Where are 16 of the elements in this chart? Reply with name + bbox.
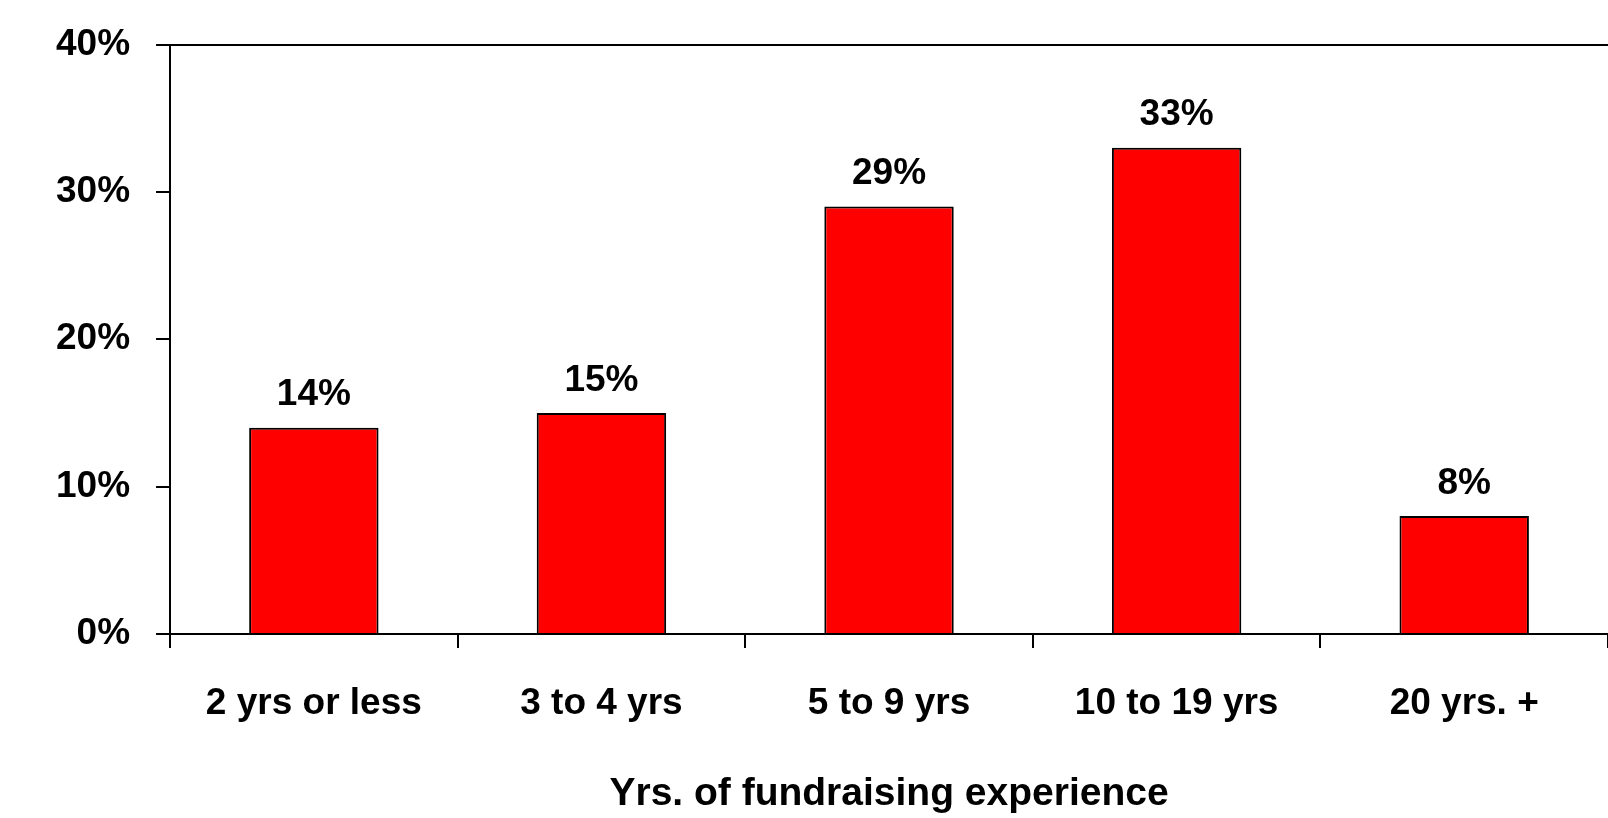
data-label: 14%	[276, 372, 351, 414]
data-label: 33%	[1139, 92, 1214, 134]
y-tick-label: 0%	[76, 611, 131, 653]
y-tick-label: 40%	[55, 21, 131, 63]
y-tick-label: 20%	[55, 316, 131, 358]
x-axis-title: Yrs. of fundraising experience	[609, 770, 1169, 814]
data-label: 8%	[1437, 460, 1491, 502]
x-tick-label: 3 to 4 yrs	[520, 680, 683, 722]
y-tick-label: 30%	[55, 169, 131, 211]
x-tick-label: 20 yrs. +	[1389, 680, 1539, 722]
y-tick-label: 10%	[55, 463, 131, 505]
x-tick-label: 10 to 19 yrs	[1074, 680, 1279, 722]
x-tick-label: 5 to 9 yrs	[807, 680, 971, 722]
data-label: 29%	[852, 151, 927, 193]
data-label: 15%	[564, 357, 639, 399]
x-tick-label: 2 yrs or less	[205, 680, 422, 722]
